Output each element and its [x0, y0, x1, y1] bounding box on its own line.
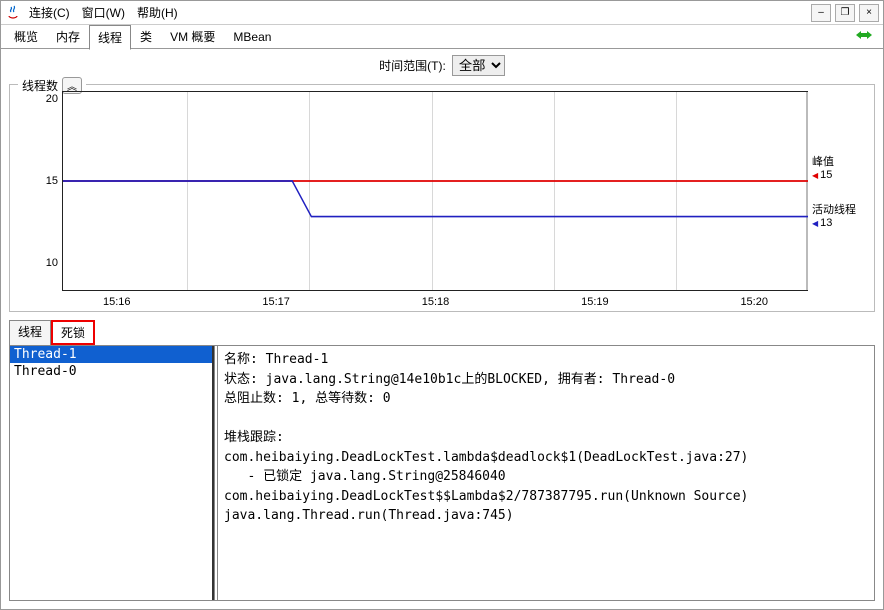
- minimize-button[interactable]: –: [811, 4, 831, 22]
- detail-name: Thread-1: [266, 352, 329, 367]
- menu-help[interactable]: 帮助(H): [133, 2, 182, 23]
- tab-vm-summary[interactable]: VM 概要: [161, 24, 224, 49]
- main-tabbar: 概览 内存 线程 类 VM 概要 MBean: [1, 25, 883, 49]
- detail-state-label: 状态:: [224, 372, 258, 387]
- menu-window[interactable]: 窗口(W): [78, 2, 129, 23]
- menu-bar: 连接(C) 窗口(W) 帮助(H): [25, 2, 182, 23]
- time-range-row: 时间范围(T): 全部: [1, 49, 883, 82]
- stack-line: com.heibaiying.DeadLockTest.lambda$deadl…: [224, 450, 748, 465]
- tab-mbean[interactable]: MBean: [224, 26, 280, 48]
- x-tick: 15:20: [740, 296, 768, 308]
- thread-list-item[interactable]: Thread-1: [10, 346, 212, 363]
- x-tick: 15:16: [103, 296, 131, 308]
- y-tick: 15: [46, 175, 58, 187]
- bottom-tab-threads[interactable]: 线程: [9, 320, 51, 345]
- chart-title: 线程数: [22, 77, 58, 94]
- x-tick: 15:17: [262, 296, 290, 308]
- detail-state: java.lang.String@14e10b1c上的BLOCKED, 拥有者:…: [266, 372, 675, 387]
- time-range-label: 时间范围(T):: [379, 57, 446, 74]
- tab-classes[interactable]: 类: [131, 24, 161, 49]
- legend-peak-label: 峰值: [812, 153, 868, 169]
- detail-waited-label: 总等待数:: [315, 391, 375, 406]
- chart-legend: 峰值 ◀15 活动线程 ◀13: [808, 91, 868, 291]
- tab-overview[interactable]: 概览: [5, 24, 47, 49]
- detail-name-label: 名称:: [224, 352, 258, 367]
- legend-active-label: 活动线程: [812, 201, 868, 217]
- thread-detail: 名称: Thread-1 状态: java.lang.String@14e10b…: [214, 346, 874, 600]
- thread-count-chart-panel: 线程数 ︽ 20 15 10 15:16 15:17 15:18: [9, 84, 875, 312]
- legend-active: 活动线程 ◀13: [812, 201, 868, 229]
- x-tick: 15:18: [422, 296, 450, 308]
- maximize-button[interactable]: ❐: [835, 4, 855, 22]
- detail-blocked-label: 总阻止数:: [224, 391, 284, 406]
- x-tick: 15:19: [581, 296, 609, 308]
- bottom-tab-deadlock[interactable]: 死锁: [51, 320, 95, 345]
- y-tick: 10: [46, 257, 58, 269]
- legend-peak: 峰值 ◀15: [812, 153, 868, 181]
- chart-y-axis: 20 15 10: [16, 91, 62, 291]
- thread-list-item[interactable]: Thread-0: [10, 363, 212, 380]
- thread-list[interactable]: Thread-1 Thread-0: [10, 346, 214, 600]
- detail-waited: 0: [383, 391, 391, 406]
- stack-line: - 已锁定 java.lang.String@25846040: [224, 469, 506, 484]
- y-tick: 20: [46, 93, 58, 105]
- java-icon: [5, 5, 21, 21]
- time-range-select[interactable]: 全部: [452, 55, 505, 76]
- titlebar: 连接(C) 窗口(W) 帮助(H) – ❐ ×: [1, 1, 883, 25]
- menu-connect[interactable]: 连接(C): [25, 2, 74, 23]
- close-button[interactable]: ×: [859, 4, 879, 22]
- legend-active-value: 13: [820, 217, 832, 229]
- deadlock-panel: 线程 死锁 Thread-1 Thread-0 名称: Thread-1 状态:…: [9, 320, 875, 601]
- stack-line: com.heibaiying.DeadLockTest$$Lambda$2/78…: [224, 489, 748, 504]
- legend-peak-value: 15: [820, 169, 832, 181]
- refresh-icon[interactable]: [855, 28, 873, 45]
- chart-plot-area: 15:16 15:17 15:18 15:19 15:20: [62, 91, 808, 291]
- tab-threads[interactable]: 线程: [89, 25, 131, 50]
- window-controls: – ❐ ×: [811, 4, 879, 22]
- stack-line: java.lang.Thread.run(Thread.java:745): [224, 508, 514, 523]
- detail-stack-label: 堆栈跟踪:: [224, 430, 284, 445]
- chart-x-axis: 15:16 15:17 15:18 15:19 15:20: [63, 296, 808, 308]
- detail-blocked: 1,: [292, 391, 308, 406]
- tab-memory[interactable]: 内存: [47, 24, 89, 49]
